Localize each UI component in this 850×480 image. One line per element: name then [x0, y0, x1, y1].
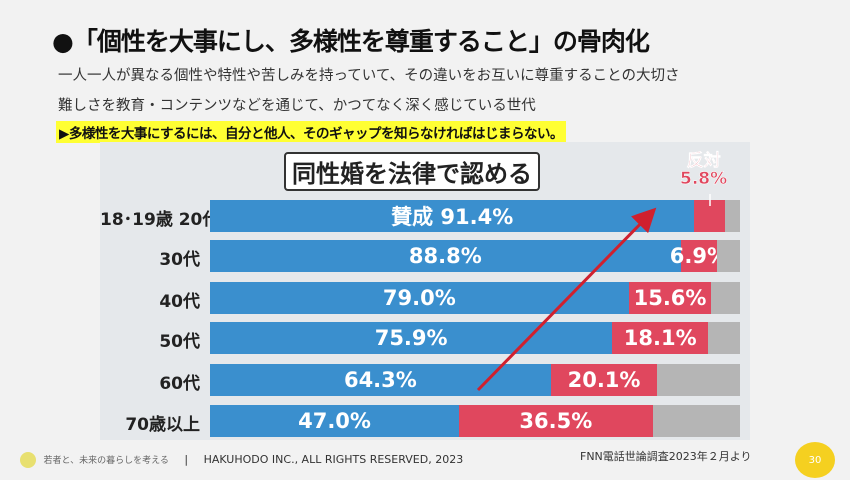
opposition-callout: 反対 5.8% [680, 151, 728, 189]
opposition-label: 反対 [686, 151, 721, 171]
divider: | [184, 453, 189, 466]
bar-support: 賛成 91.4% [210, 200, 695, 232]
bar-support: 64.3% [210, 364, 551, 396]
bar-oppose: 15.6% [628, 282, 712, 314]
category-label: 30代 [159, 250, 200, 270]
highlight-text: ▶多様性を大事にするには、自分と他人、そのギャップを知らなければはじまらない。 [56, 121, 567, 143]
bar-other [725, 200, 740, 232]
category-label: 70歳以上 [125, 415, 200, 435]
copyright: HAKUHODO INC., ALL RIGHTS RESERVED, 2023 [203, 453, 464, 466]
logo-text: 若者と、未来の暮らしを考える [43, 456, 169, 466]
bar-oppose: 20.1% [550, 364, 658, 396]
bar-other [717, 240, 740, 272]
category-label: 50代 [159, 332, 200, 352]
category-label: 18･19歳 20代 [100, 210, 220, 230]
footer-left: 若者と、未来の暮らしを考える | HAKUHODO INC., ALL RIGH… [20, 452, 463, 468]
bar-other [657, 364, 740, 396]
page-number: 30 [795, 442, 835, 478]
page-title: ●「個性を大事にし、多様性を尊重すること」の骨肉化 [52, 27, 650, 56]
bar-other [652, 405, 740, 437]
bar-support: 88.8% [210, 240, 681, 272]
category-label: 60代 [159, 374, 200, 394]
bar-other [708, 322, 740, 354]
logo-icon [20, 452, 36, 468]
opposition-value: 5.8% [680, 169, 728, 189]
category-label: 40代 [159, 292, 200, 312]
trend-arrow-line [476, 207, 657, 392]
chart-title: 同性婚を法律で認める [284, 152, 540, 191]
bar-support: 75.9% [210, 322, 613, 354]
bar-other [711, 282, 740, 314]
subtitle-line-1: 一人一人が異なる個性や特性や苦しみを持っていて、その違いをお互いに尊重することの… [58, 68, 680, 84]
source-note: FNN電話世論調査2023年２月より [580, 450, 752, 463]
bar-oppose: 36.5% [459, 405, 653, 437]
bar-support: 47.0% [210, 405, 460, 437]
bar-oppose: 18.1% [612, 322, 709, 354]
subtitle-line-2: 難しさを教育・コンテンツなどを通じて、かつてなく深く感じている世代 [58, 98, 536, 114]
